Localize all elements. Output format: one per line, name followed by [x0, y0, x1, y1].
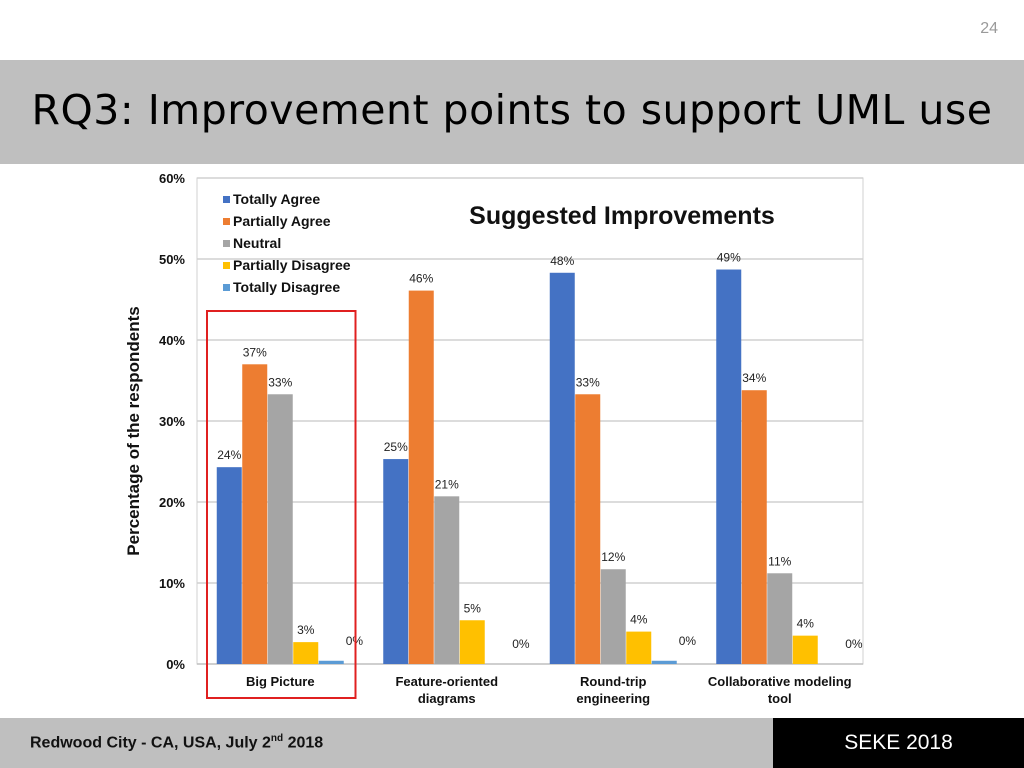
- data-label: 3%: [297, 623, 315, 637]
- bar-1-4: [716, 269, 742, 664]
- bar-4-4: [792, 635, 818, 664]
- y-tick-label: 50%: [159, 252, 185, 267]
- page-number: 24: [980, 20, 998, 37]
- data-label: 4%: [797, 617, 815, 631]
- y-axis-title: Percentage of the respondents: [124, 306, 143, 555]
- x-category-label: Collaborative modeling: [708, 674, 852, 689]
- bar-2-2: [408, 290, 434, 664]
- data-label: 12%: [601, 550, 625, 564]
- data-label: 5%: [464, 601, 482, 615]
- data-label: 4%: [630, 613, 648, 627]
- legend-swatch: [223, 218, 230, 225]
- bar-4-1: [293, 642, 319, 664]
- footer-conference-bar: SEKE 2018: [773, 718, 1024, 768]
- bar-3-3: [600, 569, 626, 664]
- footer-location: Redwood City - CA, USA, July 2nd 2018: [30, 733, 324, 752]
- footer-location-bar: Redwood City - CA, USA, July 2nd 2018: [0, 718, 773, 768]
- y-tick-label: 10%: [159, 576, 185, 591]
- data-label: 0%: [512, 637, 530, 651]
- bar-4-3: [626, 631, 652, 664]
- legend-label: Partially Agree: [233, 213, 331, 229]
- data-label: 33%: [576, 375, 600, 389]
- y-tick-label: 0%: [166, 657, 185, 672]
- legend-swatch: [223, 262, 230, 269]
- y-tick-label: 40%: [159, 333, 185, 348]
- data-label: 0%: [845, 637, 863, 651]
- legend-label: Partially Disagree: [233, 257, 351, 273]
- data-label: 37%: [243, 345, 267, 359]
- data-label: 48%: [550, 254, 574, 268]
- y-tick-label: 30%: [159, 414, 185, 429]
- legend-swatch: [223, 196, 230, 203]
- bar-3-2: [434, 496, 460, 664]
- bar-4-2: [459, 620, 485, 664]
- slide-title: RQ3: Improvement points to support UML u…: [31, 86, 993, 134]
- bar-2-1: [242, 364, 268, 664]
- x-category-label: diagrams: [418, 691, 476, 706]
- x-category-label: Round-trip: [580, 674, 646, 689]
- data-label: 25%: [384, 440, 408, 454]
- bar-3-4: [767, 573, 793, 664]
- legend-label: Neutral: [233, 235, 281, 251]
- bar-1-1: [216, 467, 242, 664]
- data-label: 11%: [768, 554, 791, 568]
- title-band: [0, 60, 1024, 164]
- y-tick-label: 20%: [159, 495, 185, 510]
- chart-title: Suggested Improvements: [469, 202, 775, 230]
- bar-5-3: [651, 660, 677, 664]
- data-label: 49%: [717, 251, 741, 265]
- legend-swatch: [223, 284, 230, 291]
- data-label: 33%: [268, 375, 292, 389]
- bar-5-1: [318, 660, 344, 664]
- chart-svg: 0% 10% 20% 30% 40% 50% 60% Percentage of the re…: [124, 171, 864, 706]
- highlight-box: [206, 310, 357, 699]
- y-tick-label: 60%: [159, 171, 185, 186]
- bar-2-4: [741, 390, 767, 664]
- data-label: 46%: [409, 272, 433, 286]
- data-label: 34%: [742, 371, 766, 385]
- bar-2-3: [575, 394, 601, 664]
- data-label: 21%: [435, 477, 459, 491]
- x-category-label: Big Picture: [246, 674, 315, 689]
- x-category-label: engineering: [576, 691, 650, 706]
- legend-swatch: [223, 240, 230, 247]
- x-category-label: tool: [768, 691, 792, 706]
- legend-label: Totally Agree: [233, 191, 320, 207]
- bar-3-1: [267, 394, 293, 664]
- footer-conference: SEKE 2018: [844, 731, 953, 754]
- data-label: 24%: [217, 448, 241, 462]
- x-category-label: Feature-oriented: [395, 674, 498, 689]
- data-label: 0%: [679, 634, 697, 648]
- legend-label: Totally Disagree: [233, 279, 340, 295]
- bar-chart: 0% 10% 20% 30% 40% 50% 60% Percentage of the re…: [117, 166, 874, 712]
- bar-1-2: [383, 459, 409, 664]
- bar-1-3: [549, 272, 575, 664]
